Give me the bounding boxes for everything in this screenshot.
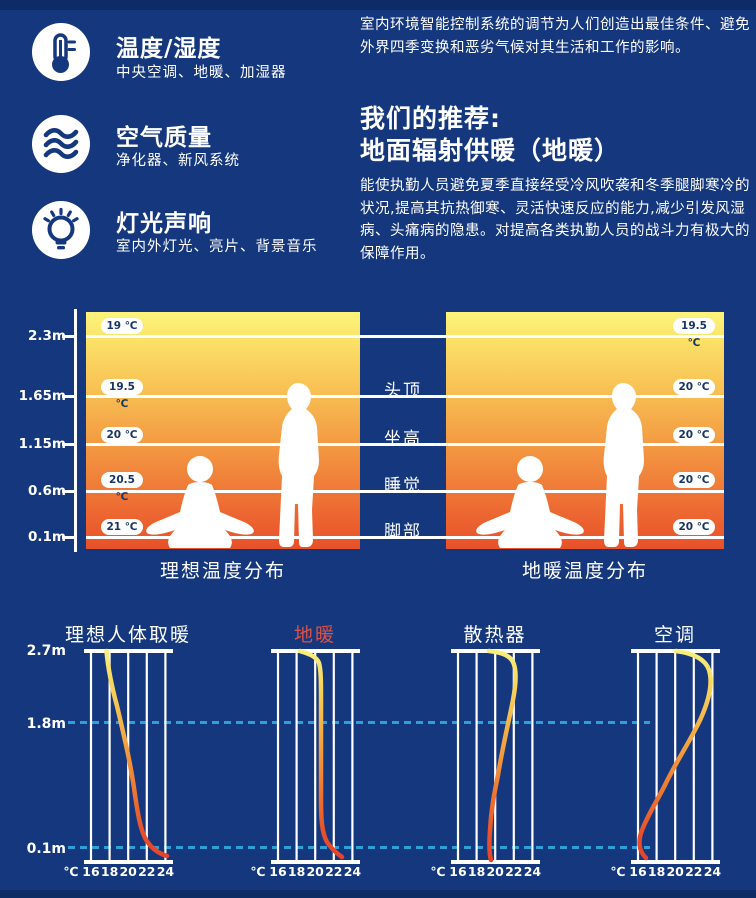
temp-pill: 19 ℃ (101, 318, 143, 334)
light-bulb-icon (32, 201, 90, 259)
profile-title-ac: 空调 (653, 624, 696, 646)
temp-pill: 20 ℃ (673, 427, 715, 443)
recommend-heading-line2: 地面辐射供暖（地暖） (360, 136, 621, 165)
gridline-0_1m (86, 536, 724, 539)
profile-chart-radiator (451, 648, 540, 864)
temperature-curve (104, 648, 170, 859)
height-label-2_3m: 2.3m (28, 328, 66, 344)
dashed-guide-1_8m (68, 721, 650, 724)
thermometer-icon (32, 23, 90, 81)
axis-tick (62, 395, 76, 398)
temp-pill: 19.5 ℃ (101, 379, 143, 410)
axis-tick-label: 18 (647, 864, 666, 879)
temp-pill: 20 ℃ (673, 472, 715, 488)
gridline-2_3m (86, 335, 724, 338)
intro-paragraph: 室内环境智能控制系统的调节为人们创造出最佳条件、避免外界四季变换和恶劣气候对其生… (360, 17, 750, 56)
axis-tick-label: ℃ (610, 864, 626, 879)
height-label-1_15m: 1.15m (18, 436, 66, 452)
zone-label-feet: 脚部 (384, 522, 422, 542)
axis-tick-label: 24 (343, 864, 362, 879)
temp-pill: 21 ℃ (101, 519, 143, 535)
ideal-distribution-title: 理想温度分布 (159, 560, 286, 582)
axis-tick (62, 335, 76, 338)
axis-tick (62, 443, 76, 446)
sitting-person-silhouette (476, 456, 584, 548)
standing-person-silhouette (603, 383, 644, 547)
profile-height-label-0_1m: 0.1m (26, 841, 66, 857)
axis-tick-label: 22 (138, 864, 156, 879)
feature-title-light-sound: 灯光声响 (116, 211, 212, 237)
temperature-curve (637, 648, 713, 861)
height-label-1_65m: 1.65m (18, 388, 66, 404)
axis-tick-label: 18 (467, 864, 486, 879)
axis-tick-label: 20 (486, 864, 504, 879)
axis-tick-label: 24 (523, 864, 542, 879)
axis-tick-label: 18 (287, 864, 306, 879)
feature-subtitle-air: 净化器、新风系统 (116, 153, 240, 169)
height-label-0_1m: 0.1m (28, 529, 66, 545)
sitting-person-silhouette (146, 456, 254, 548)
top-edge-strip (0, 0, 756, 10)
axis-tick-label: 22 (685, 864, 703, 879)
axis-tick-label: 16 (449, 864, 467, 879)
profile-chart-floorheating (271, 648, 360, 864)
profile-height-label-2_7m: 2.7m (26, 643, 66, 659)
feature-title-air: 空气质量 (116, 125, 212, 151)
axis-tick-label: 20 (306, 864, 324, 879)
profile-height-label-1_8m: 1.8m (26, 716, 66, 732)
recommend-paragraph: 能使执勤人员避免夏季直接经受冷风吹袭和冬季腿脚寒冷的状况,提高其抗热御寒、灵活快… (360, 178, 750, 262)
people-silhouettes-left (146, 383, 319, 548)
dashed-guide-0_1m (68, 846, 650, 849)
standing-person-silhouette (278, 383, 319, 547)
gridline-1_15m (86, 443, 724, 446)
temp-pill: 19.5 ℃ (673, 318, 715, 349)
axis-tick-label: 24 (703, 864, 722, 879)
profile-chart-ac (631, 648, 720, 864)
axis-tick-label: 20 (666, 864, 684, 879)
people-silhouettes-right (476, 383, 644, 548)
floorheating-distribution-title: 地暖温度分布 (521, 560, 648, 582)
zone-label-head: 头顶 (384, 381, 422, 401)
axis-tick-label: 24 (156, 864, 175, 879)
profile-chart-ideal (84, 648, 173, 864)
temp-pill: 20 ℃ (673, 379, 715, 395)
zone-label-sitting: 坐高 (384, 429, 422, 449)
temperature-curve (297, 648, 345, 860)
height-axis (74, 309, 77, 552)
feature-subtitle-light-sound: 室内外灯光、亮片、背景音乐 (116, 239, 318, 255)
axis-tick-label: 16 (629, 864, 647, 879)
profile-title-radiator: 散热器 (463, 624, 527, 646)
temperature-curve (486, 648, 518, 863)
feature-title-temperature: 温度/湿度 (116, 36, 222, 62)
bottom-edge-strip (0, 890, 756, 898)
height-label-0_6m: 0.6m (28, 483, 66, 499)
feature-subtitle-temperature: 中央空调、地暖、加湿器 (116, 65, 287, 81)
axis-tick-label: 16 (82, 864, 100, 879)
temp-pill: 20.5 ℃ (101, 472, 143, 503)
temp-pill: 20 ℃ (673, 519, 715, 535)
axis-tick-label: ℃ (250, 864, 266, 879)
temp-pill: 20 ℃ (101, 427, 143, 443)
axis-tick-label: 16 (269, 864, 287, 879)
axis-tick-label: ℃ (430, 864, 446, 879)
axis-tick-label: 20 (119, 864, 137, 879)
axis-tick-label: 22 (325, 864, 343, 879)
axis-tick-label: 22 (505, 864, 523, 879)
zone-label-sleeping: 睡觉 (384, 476, 422, 496)
axis-tick-label: ℃ (63, 864, 79, 879)
axis-tick (62, 490, 76, 493)
axis-tick (62, 536, 76, 539)
profile-title-floorheating: 地暖 (293, 624, 336, 646)
profile-title-ideal: 理想人体取暖 (64, 624, 191, 646)
axis-tick-label: 18 (100, 864, 119, 879)
air-waves-icon (32, 115, 90, 173)
recommend-heading-line1: 我们的推荐: (360, 104, 501, 133)
gridline-0_6m (86, 490, 724, 493)
gridline-1_65m (86, 395, 724, 398)
